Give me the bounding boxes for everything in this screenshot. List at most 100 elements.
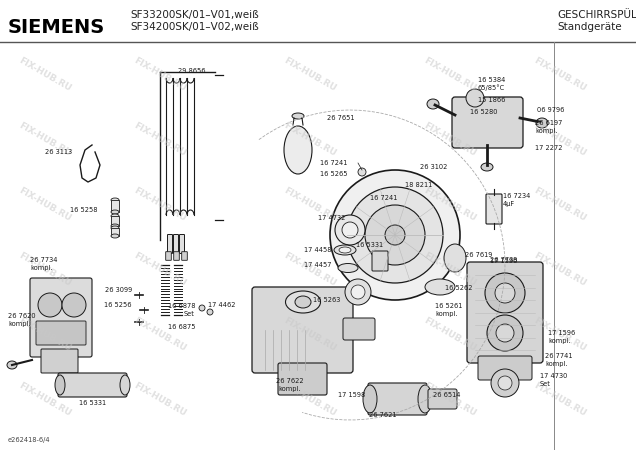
Circle shape — [38, 293, 62, 317]
Ellipse shape — [111, 234, 119, 238]
FancyBboxPatch shape — [478, 356, 532, 380]
Text: 06 9796: 06 9796 — [537, 107, 564, 113]
Text: FIX-HUB.RU: FIX-HUB.RU — [132, 186, 188, 224]
Circle shape — [62, 293, 86, 317]
Ellipse shape — [295, 296, 311, 308]
FancyBboxPatch shape — [30, 278, 92, 357]
Circle shape — [342, 222, 358, 238]
Text: 16 5384
65/85°C: 16 5384 65/85°C — [478, 77, 506, 91]
Circle shape — [358, 168, 366, 176]
Text: FIX-HUB.RU: FIX-HUB.RU — [282, 186, 338, 224]
Text: 17 1596
kompl.: 17 1596 kompl. — [548, 330, 575, 344]
FancyBboxPatch shape — [372, 251, 388, 271]
Text: 26 7734
kompl.: 26 7734 kompl. — [30, 257, 57, 271]
Ellipse shape — [55, 375, 65, 395]
Text: 26 7741
kompl.: 26 7741 kompl. — [545, 353, 572, 367]
Text: FIX-HUB.RU: FIX-HUB.RU — [132, 381, 188, 418]
Text: FIX-HUB.RU: FIX-HUB.RU — [422, 56, 478, 94]
FancyBboxPatch shape — [111, 200, 119, 212]
Text: FIX-HUB.RU: FIX-HUB.RU — [282, 56, 338, 94]
Text: SIEMENS: SIEMENS — [8, 18, 105, 37]
Text: FIX-HUB.RU: FIX-HUB.RU — [422, 186, 478, 224]
Text: 16 5263: 16 5263 — [313, 297, 340, 303]
Ellipse shape — [338, 264, 358, 273]
Ellipse shape — [111, 210, 119, 214]
Text: 29 8656: 29 8656 — [178, 68, 206, 74]
Ellipse shape — [284, 126, 312, 174]
FancyBboxPatch shape — [467, 262, 543, 363]
FancyBboxPatch shape — [278, 363, 327, 395]
Text: FIX-HUB.RU: FIX-HUB.RU — [282, 316, 338, 354]
Circle shape — [498, 376, 512, 390]
Text: 26 3113: 26 3113 — [45, 149, 72, 155]
Circle shape — [207, 309, 213, 315]
Text: 26 6197
kompl.: 26 6197 kompl. — [535, 120, 562, 134]
FancyBboxPatch shape — [486, 194, 502, 224]
Circle shape — [495, 283, 515, 303]
Text: 16 7241: 16 7241 — [370, 195, 398, 201]
Text: 26 6514: 26 6514 — [433, 392, 460, 398]
Text: 16 7234
4μF: 16 7234 4μF — [503, 193, 530, 207]
FancyBboxPatch shape — [179, 234, 184, 253]
Text: FIX-HUB.RU: FIX-HUB.RU — [132, 122, 188, 159]
Text: 15 1866: 15 1866 — [478, 97, 506, 103]
Text: 16 5261
kompl.: 16 5261 kompl. — [435, 303, 462, 317]
FancyBboxPatch shape — [174, 252, 179, 260]
Circle shape — [335, 215, 365, 245]
FancyBboxPatch shape — [368, 383, 427, 415]
Circle shape — [487, 315, 523, 351]
Ellipse shape — [292, 113, 304, 119]
FancyBboxPatch shape — [111, 216, 119, 226]
Text: 16 6875: 16 6875 — [167, 324, 195, 330]
FancyBboxPatch shape — [167, 234, 172, 253]
Ellipse shape — [111, 198, 119, 202]
Text: Standgeräte: Standgeräte — [557, 22, 621, 32]
Text: 26 7620
kompl.: 26 7620 kompl. — [8, 313, 36, 327]
Ellipse shape — [363, 385, 377, 413]
Ellipse shape — [286, 291, 321, 313]
Text: FIX-HUB.RU: FIX-HUB.RU — [532, 381, 588, 418]
Text: 16 7241: 16 7241 — [320, 160, 347, 166]
Circle shape — [385, 225, 405, 245]
Ellipse shape — [427, 99, 439, 109]
Text: 26 7619: 26 7619 — [465, 252, 492, 258]
Text: 16 5280: 16 5280 — [470, 109, 497, 115]
Text: 17 4462: 17 4462 — [207, 302, 235, 308]
Text: FIX-HUB.RU: FIX-HUB.RU — [17, 381, 73, 418]
Text: 17 4732: 17 4732 — [317, 215, 345, 221]
Text: FIX-HUB.RU: FIX-HUB.RU — [532, 316, 588, 354]
FancyBboxPatch shape — [58, 373, 127, 397]
Ellipse shape — [111, 214, 119, 218]
Ellipse shape — [418, 385, 432, 413]
Text: FIX-HUB.RU: FIX-HUB.RU — [282, 252, 338, 288]
Text: FIX-HUB.RU: FIX-HUB.RU — [532, 122, 588, 159]
Text: 17 1598: 17 1598 — [338, 392, 365, 398]
Ellipse shape — [425, 279, 455, 295]
Circle shape — [351, 285, 365, 299]
Text: FIX-HUB.RU: FIX-HUB.RU — [17, 316, 73, 354]
Text: 18 8211: 18 8211 — [405, 182, 432, 188]
Text: SF33200SK/01–V01,weiß: SF33200SK/01–V01,weiß — [130, 10, 259, 20]
Text: 26 7622
kompl.: 26 7622 kompl. — [276, 378, 304, 392]
FancyBboxPatch shape — [41, 349, 78, 373]
FancyBboxPatch shape — [343, 318, 375, 340]
Text: FIX-HUB.RU: FIX-HUB.RU — [422, 252, 478, 288]
Text: 16 5265: 16 5265 — [319, 171, 347, 177]
Ellipse shape — [536, 118, 548, 128]
FancyBboxPatch shape — [428, 389, 457, 409]
Text: FIX-HUB.RU: FIX-HUB.RU — [532, 252, 588, 288]
FancyBboxPatch shape — [452, 97, 523, 148]
Text: 16 6878
Set: 16 6878 Set — [167, 303, 195, 317]
Ellipse shape — [481, 163, 493, 171]
Text: 17 2272: 17 2272 — [535, 145, 562, 151]
Text: 16 5331: 16 5331 — [356, 242, 384, 248]
Text: FIX-HUB.RU: FIX-HUB.RU — [132, 56, 188, 94]
Text: GESCHIRRSPÜLGERÄTE: GESCHIRRSPÜLGERÄTE — [557, 10, 636, 20]
Text: FIX-HUB.RU: FIX-HUB.RU — [17, 56, 73, 94]
Circle shape — [330, 170, 460, 300]
Text: FIX-HUB.RU: FIX-HUB.RU — [422, 381, 478, 418]
Text: 16 5258: 16 5258 — [69, 207, 97, 213]
Text: 26 7621: 26 7621 — [370, 412, 397, 418]
Text: FIX-HUB.RU: FIX-HUB.RU — [422, 122, 478, 159]
Text: 26 3102: 26 3102 — [420, 164, 447, 170]
